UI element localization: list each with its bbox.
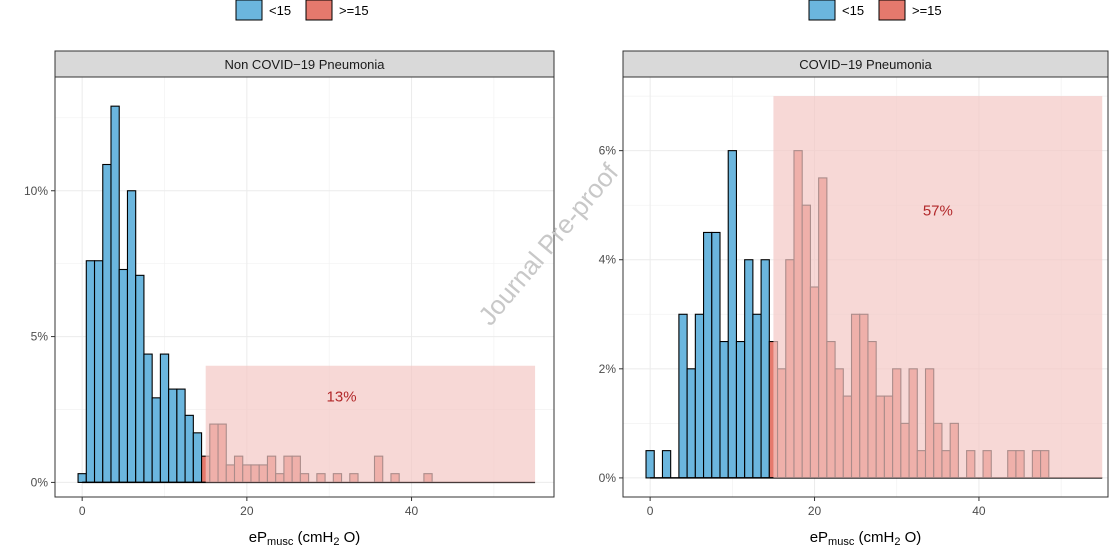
- threshold-region: [205, 365, 536, 483]
- x-tick-label: 20: [808, 504, 822, 518]
- histogram-bar: [735, 340, 746, 479]
- legend-label-high: >=15: [339, 3, 369, 18]
- histogram-bar: [110, 105, 120, 483]
- histogram-bar: [93, 260, 104, 483]
- histogram-bar: [118, 268, 129, 483]
- y-tick-label: 5%: [31, 330, 49, 344]
- panel-border: [622, 76, 1109, 498]
- legend-label-low: <15: [269, 3, 291, 18]
- histogram-bar: [151, 397, 161, 483]
- histogram-bar: [752, 313, 762, 479]
- legend-key-high: [878, 0, 906, 21]
- facet-strip: [622, 50, 1109, 78]
- histogram-bar: [102, 163, 112, 483]
- y-tick-label: 2%: [599, 362, 617, 376]
- percent-annotation: 13%: [327, 388, 357, 405]
- legend-key-low: [235, 0, 263, 21]
- histogram-bar: [686, 368, 696, 479]
- panel-1: Non COVID−19 Pneumonia 13% 0 20 40 0% 5% 10% ePm…: [24, 50, 555, 548]
- percent-annotation: 57%: [923, 203, 953, 220]
- x-axis-label: ePmusc (cmH2 O): [249, 529, 361, 548]
- x-tick-label: 0: [79, 504, 86, 518]
- histogram-bar: [719, 340, 729, 479]
- x-tick-label: 40: [972, 504, 986, 518]
- histogram-bar: [143, 353, 153, 483]
- y-tick-label: 6%: [599, 144, 617, 158]
- legend-label-low: <15: [842, 3, 864, 18]
- y-tick-label: 4%: [599, 253, 617, 267]
- panel-border: [54, 76, 555, 498]
- y-tick-label: 10%: [24, 184, 48, 198]
- histogram-bar: [159, 353, 170, 483]
- x-axis-label: ePmusc (cmH2 O): [810, 529, 922, 548]
- legend-key-high: [305, 0, 333, 21]
- histogram-bar: [661, 450, 672, 479]
- histogram-bar: [711, 231, 721, 479]
- x-tick-label: 40: [405, 504, 419, 518]
- histogram-bar: [135, 274, 145, 483]
- legend-key-low: [808, 0, 836, 21]
- histogram-bar: [703, 231, 713, 479]
- histogram-bar: [694, 313, 705, 479]
- facet-title: COVID−19 Pneumonia: [799, 57, 932, 72]
- histogram-bar: [727, 150, 737, 479]
- histogram-bar: [760, 259, 770, 479]
- x-tick-label: 20: [240, 504, 254, 518]
- histogram-bar: [168, 388, 178, 483]
- histogram-bar: [126, 190, 137, 483]
- x-tick-label: 0: [647, 504, 654, 518]
- legend: <15 >=15: [235, 0, 369, 21]
- y-tick-label: 0%: [599, 471, 617, 485]
- histogram-bar: [176, 388, 186, 483]
- facet-strip: [54, 50, 555, 78]
- histogram-bar: [192, 432, 203, 483]
- histogram-bar: [645, 450, 655, 479]
- panel-2: COVID−19 Pneumonia 57% 0 20 40 0% 2% 4% 6% ePmusc…: [599, 50, 1109, 548]
- histogram-bar: [678, 313, 688, 479]
- histogram-bar: [85, 260, 96, 483]
- legend: <15 >=15: [808, 0, 942, 21]
- histogram-bar: [77, 473, 87, 483]
- legend-label-high: >=15: [912, 3, 942, 18]
- histogram-bar: [744, 259, 754, 479]
- threshold-region: [773, 96, 1103, 478]
- y-tick-label: 0%: [31, 475, 49, 489]
- histogram-bar: [184, 414, 194, 483]
- facet-title: Non COVID−19 Pneumonia: [224, 57, 385, 72]
